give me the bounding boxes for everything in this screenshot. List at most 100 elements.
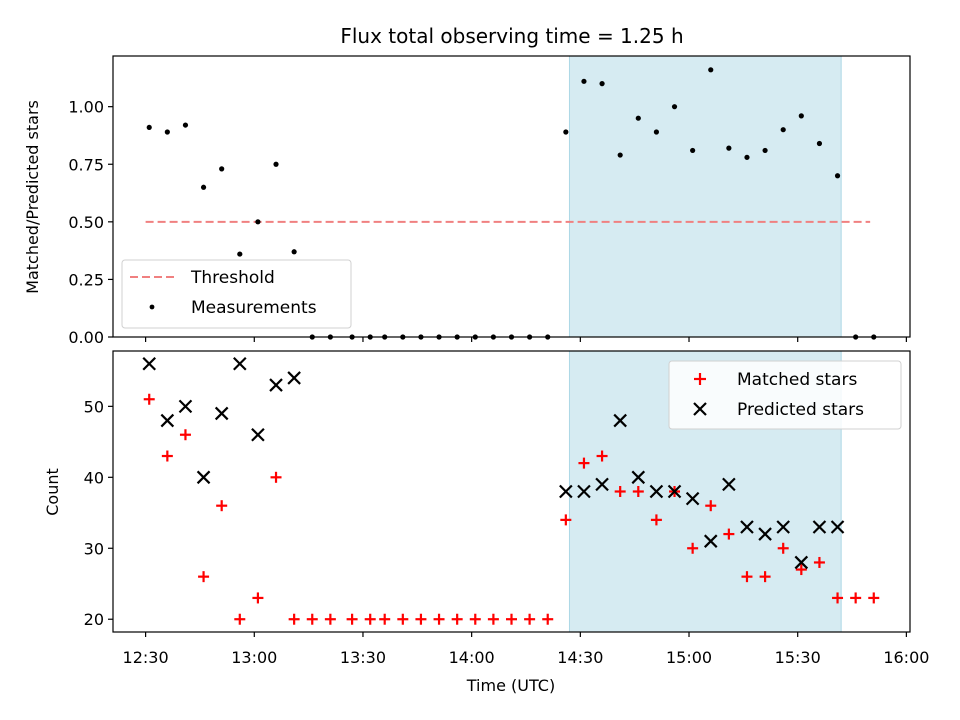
y-tick-label: 0.00 <box>68 328 104 347</box>
predicted-star-point <box>830 520 845 534</box>
matched-star-point <box>270 471 282 483</box>
measurement-point <box>617 152 623 158</box>
y-tick-label: 1.00 <box>68 98 104 117</box>
matched-star-point <box>364 613 376 625</box>
matched-star-point <box>487 613 499 625</box>
matched-star-point <box>832 592 844 604</box>
matched-star-point <box>469 613 481 625</box>
matched-star-point <box>650 514 662 526</box>
measurement-point <box>599 81 605 87</box>
x-tick-label: 15:00 <box>666 648 712 667</box>
measurement-point <box>798 113 804 119</box>
matched-star-point <box>542 613 554 625</box>
matched-star-point <box>868 592 880 604</box>
y-tick-label: 50 <box>84 397 104 416</box>
predicted-star-point <box>649 484 664 499</box>
matched-star-point <box>288 613 300 625</box>
matched-star-point <box>198 571 210 583</box>
count-legend-box <box>668 360 902 430</box>
ratio-panel: 0.00 0.25 0.50 0.75 1.00 Matched/Predicted s… <box>23 55 911 347</box>
predicted-star-point <box>559 484 573 499</box>
measurement-point <box>762 147 768 154</box>
matched-star-point <box>161 450 173 462</box>
count-panel: 20 30 40 50 12:30 13:00 13:30 14:00 14:30 15:00 15… <box>43 350 929 695</box>
x-tick-label: 14:00 <box>449 648 495 667</box>
matched-star-point <box>795 564 807 576</box>
predicted-star-point <box>740 520 754 534</box>
matched-star-point <box>252 592 264 604</box>
matched-star-point <box>324 613 336 625</box>
matched-star-point <box>723 528 735 540</box>
matched-star-point <box>234 613 246 625</box>
matched-star-point <box>759 571 771 583</box>
count-y-axis-label: Count <box>43 468 62 516</box>
predicted-star-point <box>667 484 682 499</box>
predicted-star-point <box>758 527 772 541</box>
legend-predicted-label: Predicted stars <box>737 400 864 420</box>
matched-star-point <box>179 429 191 441</box>
measurement-point <box>653 129 660 135</box>
ratio-legend-box <box>121 259 352 329</box>
matched-star-point <box>777 542 789 554</box>
measurement-point <box>834 173 841 179</box>
measurement-point <box>219 166 225 172</box>
observing-span-shade <box>568 55 842 338</box>
count-panel-frame <box>112 350 911 633</box>
measurement-point <box>708 67 714 73</box>
predicted-star-point <box>812 520 827 534</box>
matched-star-point <box>451 613 463 625</box>
legend-matched-swatch <box>694 373 706 385</box>
predicted-star-point <box>794 555 809 570</box>
measurement-point <box>291 249 297 255</box>
measurement-point <box>563 129 569 135</box>
y-tick-label: 20 <box>84 610 104 629</box>
predicted-star-point <box>160 413 175 428</box>
matched-star-point <box>632 486 644 497</box>
measurement-point <box>744 154 750 160</box>
predicted-star-point <box>214 406 229 421</box>
measurement-point <box>200 184 207 190</box>
matched-star-point <box>741 571 753 583</box>
predicted-star-point <box>269 378 283 392</box>
matched-star-point <box>346 613 358 625</box>
matched-star-point <box>524 613 536 625</box>
predicted-star-point <box>287 371 301 385</box>
y-tick-label: 0.75 <box>68 155 104 174</box>
predicted-star-point <box>233 356 247 371</box>
legend-predicted-swatch <box>693 402 707 416</box>
predicted-star-point <box>776 520 790 534</box>
x-tick-label: 12:30 <box>123 648 169 667</box>
predicted-star-point <box>196 470 211 485</box>
x-tick-label: 13:00 <box>231 648 277 667</box>
predicted-star-point <box>685 491 700 506</box>
matched-star-point <box>216 500 228 512</box>
x-tick-label: 15:30 <box>775 648 821 667</box>
legend-threshold-label: Threshold <box>190 268 275 288</box>
measurement-point <box>146 124 152 131</box>
x-tick-label: 16:00 <box>883 648 929 667</box>
predicted-star-point <box>613 413 627 428</box>
predicted-star-point <box>595 477 609 492</box>
matched-star-point <box>813 556 825 568</box>
matched-star-point <box>397 613 409 625</box>
y-tick-label: 0.25 <box>68 270 104 289</box>
x-axis-label: Time (UTC) <box>466 676 555 695</box>
ratio-y-axis-label: Matched/Predicted stars <box>23 100 42 294</box>
measurement-point <box>581 78 587 84</box>
predicted-star-point <box>577 484 591 499</box>
matched-star-point <box>596 450 608 462</box>
measurement-point <box>182 122 189 128</box>
predicted-star-point <box>703 534 718 548</box>
chart-title: Flux total observing time = 1.25 h <box>340 24 683 48</box>
matched-star-point <box>560 514 572 526</box>
y-tick-label: 30 <box>84 539 104 558</box>
measurement-point <box>164 129 170 135</box>
matched-star-point <box>143 393 155 405</box>
measurement-point <box>780 127 786 133</box>
ratio-panel-frame <box>112 55 911 338</box>
legend-measurements-label: Measurements <box>191 298 317 318</box>
measurement-point <box>635 115 641 121</box>
matched-star-point <box>506 613 517 625</box>
matched-star-point <box>306 613 318 625</box>
